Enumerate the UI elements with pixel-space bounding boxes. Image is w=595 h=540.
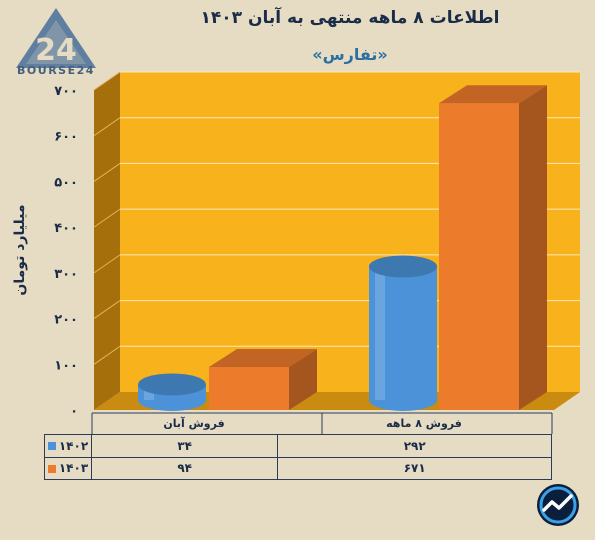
bar-box-front	[439, 103, 519, 410]
chart-trend-badge-icon	[537, 484, 579, 526]
legend-swatch	[47, 442, 56, 451]
legend-label: ۱۴۰۳	[58, 461, 89, 476]
bar-cylinder-body	[369, 266, 437, 411]
y-tick-label: ۷۰۰	[54, 84, 78, 99]
gridline	[93, 300, 121, 319]
category-label: فروش آبان	[163, 417, 225, 430]
y-tick-label: ۴۰۰	[54, 221, 78, 236]
table-cell: ۳۴	[90, 434, 279, 458]
bar-box-top	[439, 85, 547, 104]
y-axis-label: میلیارد تومان	[12, 204, 28, 296]
table-row: ۱۴۰۲ ۳۴ ۲۹۲	[44, 434, 552, 458]
gridline	[93, 71, 121, 91]
legend-entry: ۱۴۰۳	[44, 456, 92, 480]
category-label: فروش ۸ ماهه	[386, 417, 462, 430]
gridline	[93, 117, 121, 137]
gridline	[93, 345, 121, 365]
bourse24-logo-icon: 24	[16, 8, 96, 68]
y-tick-label: ۲۰۰	[54, 313, 78, 328]
brand-name: BOURSE24	[17, 64, 95, 77]
bar-cylinder-top	[369, 255, 437, 278]
legend-entry: ۱۴۰۲	[44, 434, 92, 458]
legend-swatch	[47, 464, 56, 473]
table-cell: ۲۹۲	[277, 434, 552, 458]
y-tick-label: ۶۰۰	[54, 130, 78, 145]
legend-label: ۱۴۰۲	[58, 438, 89, 453]
chart-subtitle: «تفارس»	[312, 45, 388, 64]
gridline	[93, 254, 121, 274]
bar-box-top	[209, 349, 317, 368]
gridline	[93, 163, 121, 182]
bar-cylinder-top	[138, 373, 206, 396]
table-cell: ۹۴	[90, 456, 279, 480]
y-tick-label: ۵۰۰	[54, 175, 78, 190]
chart-title: اطلاعات ۸ ماهه منتهی به آبان ۱۴۰۳	[200, 8, 500, 28]
y-tick-label: ۰	[70, 404, 78, 419]
table-cell: ۶۷۱	[277, 456, 552, 480]
y-tick-label: ۱۰۰	[54, 358, 78, 373]
bar-box-front	[209, 367, 289, 410]
y-tick-label: ۳۰۰	[54, 267, 78, 282]
bar-box-side	[519, 85, 547, 410]
plot-side-wall	[94, 72, 120, 410]
data-table: ۱۴۰۲ ۳۴ ۲۹۲ ۱۴۰۳ ۹۴ ۶۷۱	[44, 434, 552, 480]
bar-box-side	[289, 349, 317, 410]
logo-mark: 24	[35, 33, 77, 68]
category-labels: فروش آبان فروش ۸ ماهه	[92, 414, 552, 434]
table-row: ۱۴۰۳ ۹۴ ۶۷۱	[44, 456, 552, 480]
bar-cylinder-highlight	[375, 266, 385, 400]
gridline	[93, 208, 121, 228]
